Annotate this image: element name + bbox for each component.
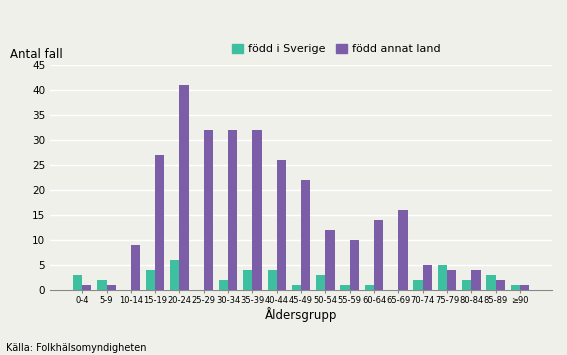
Bar — [413, 280, 422, 290]
Bar — [447, 270, 456, 290]
Text: Antal fall: Antal fall — [10, 48, 63, 61]
Bar — [301, 180, 310, 290]
Bar — [146, 270, 155, 290]
Bar — [204, 130, 213, 290]
Bar — [98, 280, 107, 290]
Bar — [316, 275, 325, 290]
Bar — [438, 265, 447, 290]
Text: Källa: Folkhälsomyndigheten: Källa: Folkhälsomyndigheten — [6, 343, 146, 353]
Legend: född i Sverige, född annat land: född i Sverige, född annat land — [227, 40, 445, 59]
Bar — [252, 130, 262, 290]
Bar — [325, 230, 335, 290]
Bar — [107, 285, 116, 290]
Bar — [374, 220, 383, 290]
Bar — [170, 260, 180, 290]
Bar — [277, 160, 286, 290]
Bar — [292, 285, 301, 290]
Bar — [496, 280, 505, 290]
Bar — [180, 86, 189, 290]
Bar — [462, 280, 471, 290]
Bar — [73, 275, 82, 290]
Bar — [268, 270, 277, 290]
Bar — [131, 245, 140, 290]
Bar — [350, 240, 359, 290]
Bar — [511, 285, 520, 290]
Bar — [228, 130, 238, 290]
Bar — [219, 280, 228, 290]
Bar — [422, 265, 432, 290]
X-axis label: Åldersgrupp: Åldersgrupp — [265, 307, 337, 322]
Bar — [82, 285, 91, 290]
Bar — [486, 275, 496, 290]
Bar — [520, 285, 529, 290]
Bar — [365, 285, 374, 290]
Bar — [243, 270, 252, 290]
Bar — [399, 210, 408, 290]
Bar — [155, 155, 164, 290]
Bar — [340, 285, 350, 290]
Bar — [471, 270, 481, 290]
